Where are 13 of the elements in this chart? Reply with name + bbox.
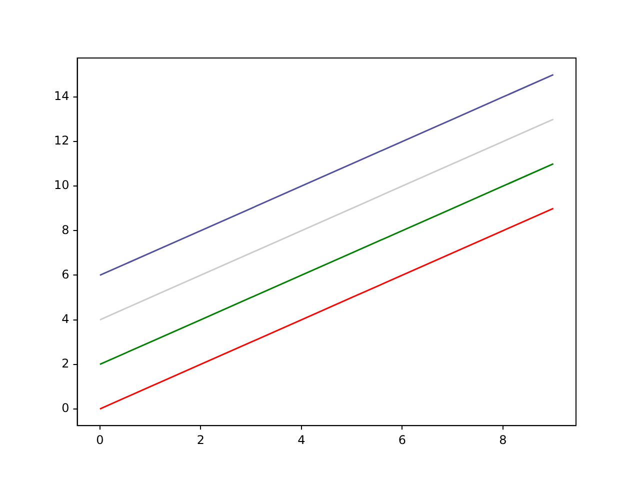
y-tick-label: 4: [62, 312, 70, 326]
x-tick-label: 4: [298, 432, 306, 447]
y-tick-label: 6: [62, 267, 70, 282]
y-tick-label: 8: [62, 222, 70, 237]
y-tick-label: 12: [54, 134, 70, 148]
y-tick-label: 2: [62, 356, 70, 370]
x-tick-label: 6: [398, 432, 406, 447]
y-tick-label: 10: [54, 178, 70, 192]
y-tick-label: 14: [54, 89, 70, 104]
x-tick-label: 0: [96, 432, 104, 447]
y-tick-label: 0: [62, 401, 70, 416]
x-tick-label: 8: [499, 432, 507, 447]
x-tick-label: 2: [196, 432, 205, 447]
